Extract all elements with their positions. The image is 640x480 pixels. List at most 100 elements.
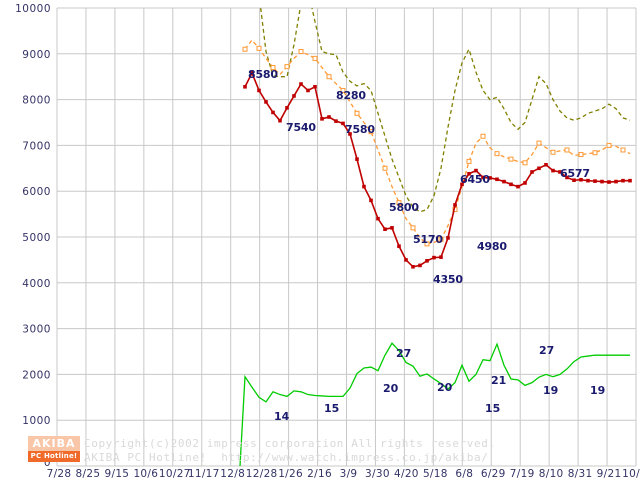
x-axis-tick-label: 9/21 — [597, 468, 622, 480]
data-point-marker — [299, 82, 303, 86]
data-point-marker — [270, 65, 276, 71]
data-point-marker — [537, 166, 541, 171]
data-point-marker — [481, 175, 485, 180]
x-axis-tick-label: 10/12 — [622, 468, 640, 480]
data-series — [239, 8, 632, 466]
data-point-marker — [376, 216, 380, 221]
data-point-marker — [494, 151, 500, 157]
data-point-marker — [256, 45, 262, 51]
data-point-marker — [284, 64, 290, 70]
x-axis-tick-label: 5/18 — [423, 468, 448, 480]
series-price-mid-orange — [242, 39, 631, 247]
data-point-marker — [298, 49, 304, 55]
data-point-marker — [508, 156, 514, 162]
data-point-marker — [424, 241, 430, 247]
price-value-label: 5800 — [389, 201, 419, 214]
data-point-marker — [551, 168, 555, 173]
x-axis-tick-label: 4/20 — [394, 468, 419, 480]
series-line — [244, 39, 631, 245]
data-point-marker — [564, 147, 570, 153]
data-point-marker — [285, 106, 289, 110]
data-point-marker — [453, 203, 457, 207]
x-axis-tick-label: 3/30 — [365, 468, 390, 480]
copyright-credit: AKIBA PC Hotline! Copyright(c)2002 impre… — [28, 436, 588, 466]
data-point-marker — [257, 88, 261, 93]
data-point-marker — [620, 147, 626, 153]
data-point-marker — [572, 178, 576, 183]
data-point-marker — [396, 200, 402, 206]
data-point-marker — [292, 94, 296, 98]
data-point-marker — [439, 255, 443, 259]
credit-text-block: Copyright(c)2002 impress corporation All… — [84, 437, 496, 465]
data-point-marker — [404, 258, 408, 262]
count-value-label: 14 — [274, 410, 290, 423]
data-point-labels: 8580 7540 8280 7580 5800 5170 4350 4980 6450 6577… — [248, 68, 605, 423]
data-point-marker — [578, 152, 584, 158]
data-point-marker — [326, 74, 332, 80]
data-point-marker — [355, 157, 359, 161]
data-point-marker — [579, 177, 583, 182]
data-point-marker — [621, 178, 625, 183]
price-value-label: 6577 — [560, 167, 590, 180]
data-point-marker — [558, 170, 562, 174]
data-point-marker — [460, 182, 464, 187]
count-value-label: 20 — [437, 381, 453, 394]
data-point-marker — [592, 150, 598, 156]
y-axis-tick-label: 1000 — [22, 415, 51, 427]
data-point-marker — [606, 142, 612, 148]
data-point-marker — [536, 140, 542, 146]
y-axis-labels: 0 1000 2000 3000 4000 5000 6000 7000 8000 9000 100… — [15, 3, 51, 469]
x-axis-tick-label: 8/31 — [568, 468, 593, 480]
data-point-marker — [432, 255, 436, 260]
y-axis-tick-label: 6000 — [22, 186, 51, 198]
data-point-marker — [474, 168, 478, 173]
data-point-marker — [250, 71, 254, 75]
data-point-marker — [382, 165, 388, 171]
data-point-marker — [418, 263, 422, 268]
data-point-marker — [446, 236, 450, 240]
x-axis-tick-label: 8/25 — [76, 468, 101, 480]
data-point-marker — [550, 149, 556, 155]
x-axis-tick-label: 3/9 — [340, 468, 358, 480]
data-point-marker — [243, 84, 247, 89]
price-value-label: 4980 — [477, 240, 507, 253]
data-point-marker — [607, 180, 611, 184]
x-axis-tick-label: 2/16 — [307, 468, 332, 480]
x-axis-tick-label: 7/28 — [47, 468, 72, 480]
count-value-label: 27 — [396, 347, 411, 360]
x-axis-tick-label: 11/17 — [188, 468, 220, 480]
data-point-marker — [369, 198, 373, 203]
x-axis-tick-label: 6/8 — [455, 468, 473, 480]
y-axis-tick-label: 0 — [44, 457, 51, 469]
x-axis-tick-label: 7/19 — [510, 468, 535, 480]
data-point-marker — [438, 236, 444, 242]
series-price-low-red — [243, 71, 632, 269]
data-point-marker — [544, 162, 548, 167]
count-value-label: 20 — [383, 382, 399, 395]
data-point-marker — [340, 87, 346, 93]
y-axis-tick-label: 8000 — [22, 95, 51, 107]
data-point-marker — [242, 46, 248, 52]
price-value-label: 8280 — [336, 89, 366, 102]
data-point-marker — [522, 160, 528, 166]
data-point-marker — [466, 158, 472, 164]
data-point-marker — [264, 100, 268, 104]
data-point-marker — [628, 178, 632, 183]
copyright-line: Copyright(c)2002 impress corporation All… — [84, 437, 496, 450]
data-point-marker — [348, 132, 352, 136]
x-axis-tick-label: 10/6 — [133, 468, 158, 480]
data-point-marker — [600, 179, 604, 184]
price-value-label: 4350 — [433, 273, 463, 286]
data-point-marker — [502, 179, 506, 184]
data-point-marker — [320, 117, 324, 121]
data-point-marker — [425, 259, 429, 263]
data-point-marker — [341, 121, 345, 126]
akiba-logo-top-text: AKIBA — [28, 436, 80, 451]
y-axis-tick-label: 5000 — [22, 232, 51, 244]
y-axis-tick-label: 2000 — [22, 369, 51, 381]
data-point-marker — [593, 179, 597, 183]
data-point-marker — [410, 225, 416, 231]
data-point-marker — [586, 178, 590, 183]
data-point-marker — [495, 177, 499, 182]
data-point-marker — [383, 227, 387, 232]
